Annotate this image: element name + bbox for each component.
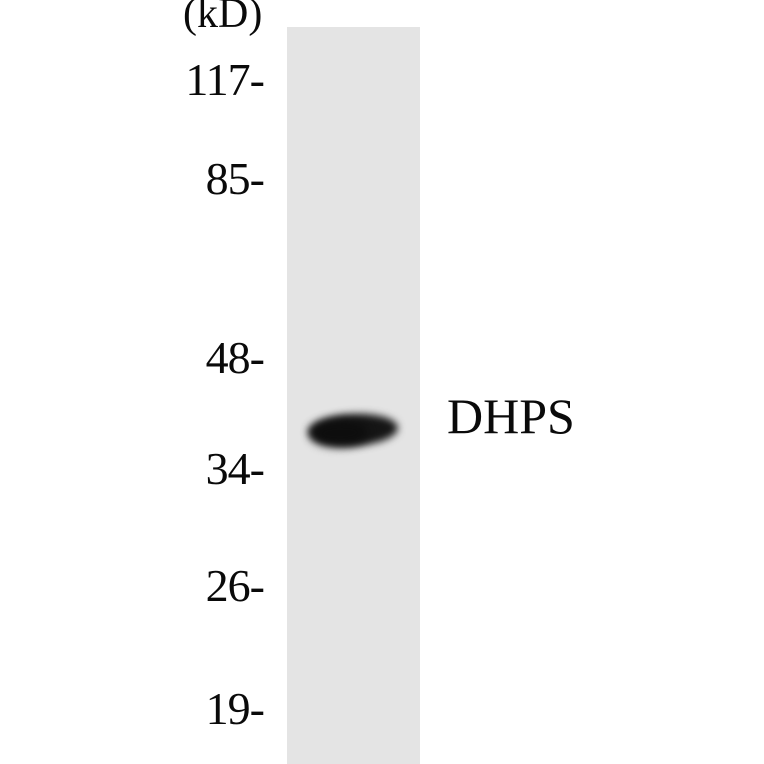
mw-marker: 19- bbox=[205, 683, 265, 734]
molecular-weight-unit-label: (kD) bbox=[183, 0, 263, 37]
mw-marker: 48- bbox=[205, 332, 265, 383]
mw-marker: 85- bbox=[205, 153, 265, 204]
mw-marker: 26- bbox=[205, 560, 265, 611]
band-label: DHPS bbox=[447, 388, 575, 444]
mw-marker: 117- bbox=[185, 54, 265, 105]
gel-lane bbox=[287, 27, 420, 764]
mw-marker: 34- bbox=[205, 443, 265, 494]
